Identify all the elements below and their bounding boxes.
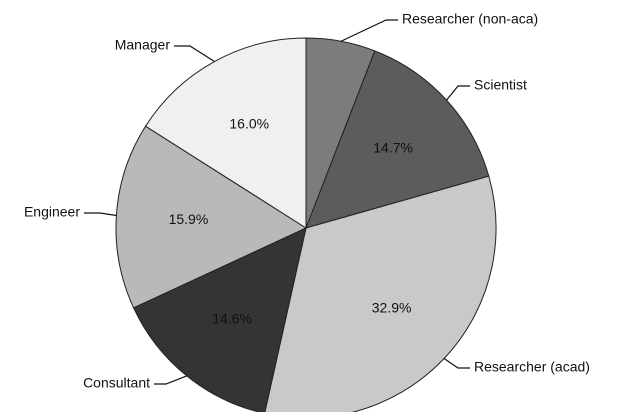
leader-line xyxy=(446,85,470,101)
value-label: 14.6% xyxy=(212,310,252,326)
value-label: 32.9% xyxy=(372,300,412,316)
slice-label: Researcher (acad) xyxy=(474,359,590,375)
leader-line xyxy=(154,375,187,385)
pie-slice xyxy=(132,227,307,412)
slice-label: Engineer xyxy=(24,204,80,220)
slice-label: Manager xyxy=(115,37,171,53)
slice-label: Scientist xyxy=(474,77,527,93)
pie-slice xyxy=(264,175,497,412)
leader-line xyxy=(84,212,117,217)
leader-line xyxy=(174,45,215,63)
pie-slice xyxy=(115,125,308,309)
value-label: 14.7% xyxy=(373,139,413,155)
pie-slice xyxy=(144,37,307,229)
leader-line xyxy=(443,358,470,369)
slice-label: Researcher (non-aca) xyxy=(402,11,538,27)
leader-line xyxy=(340,19,398,42)
value-label: 16.0% xyxy=(229,115,269,131)
pie-slice xyxy=(305,50,490,229)
value-label: 15.9% xyxy=(169,211,209,227)
slice-label: Consultant xyxy=(83,375,150,391)
